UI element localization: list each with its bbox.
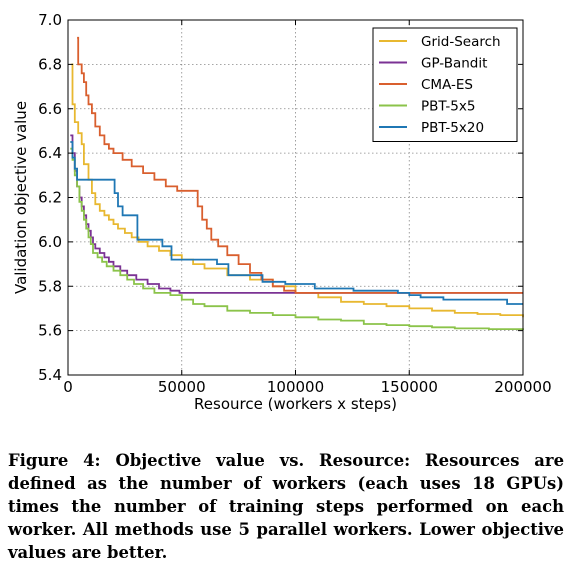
- y-tick-label: 6.4: [38, 144, 62, 162]
- x-axis-title: Resource (workers x steps): [194, 395, 397, 413]
- legend-label-pbt-5x20: PBT-5x20: [421, 120, 484, 136]
- series-lines: [70, 36, 524, 330]
- y-tick-label: 5.8: [38, 277, 62, 295]
- figure-caption: Figure 4: Objective value vs. Resource: …: [8, 451, 564, 562]
- x-tick-label: 100000: [267, 378, 324, 396]
- y-tick-label: 6.2: [38, 189, 62, 207]
- x-tick-label: 150000: [381, 378, 438, 396]
- y-tick-label: 6.0: [38, 233, 62, 251]
- series-line-cma-es: [77, 36, 523, 294]
- x-tick-label: 0: [63, 378, 73, 396]
- y-axis-title: Validation objective value: [12, 101, 30, 294]
- legend-label-cma-es: CMA-ES: [421, 77, 473, 93]
- series-line-gp-bandit: [70, 134, 523, 294]
- y-tick-label: 6.8: [38, 55, 62, 73]
- y-tick-label: 7.0: [38, 11, 62, 29]
- y-tick-label: 5.6: [38, 322, 62, 340]
- y-tick-label: 5.4: [38, 366, 62, 384]
- x-tick-label: 50000: [158, 378, 206, 396]
- x-tick-label: 200000: [494, 378, 551, 396]
- legend-label-gp-bandit: GP-Bandit: [421, 56, 487, 72]
- axis-ticks: 0 50000 100000 150000 200000 5.4 5.6 5.8 6.0 6.2 6…: [38, 11, 551, 396]
- series-line-pbt-5x20: [70, 141, 523, 305]
- y-tick-label: 6.6: [38, 100, 62, 118]
- objective-vs-resource-chart: 0 50000 100000 150000 200000 5.4 5.6 5.8 6.0 6.2 6…: [12, 11, 552, 413]
- series-line-pbt-5x5: [70, 147, 524, 330]
- legend: Grid-Search GP-Bandit CMA-ES PBT-5x5 PBT-5x2…: [372, 27, 518, 142]
- legend-label-pbt-5x5: PBT-5x5: [421, 99, 475, 115]
- legend-label-grid-search: Grid-Search: [421, 34, 501, 50]
